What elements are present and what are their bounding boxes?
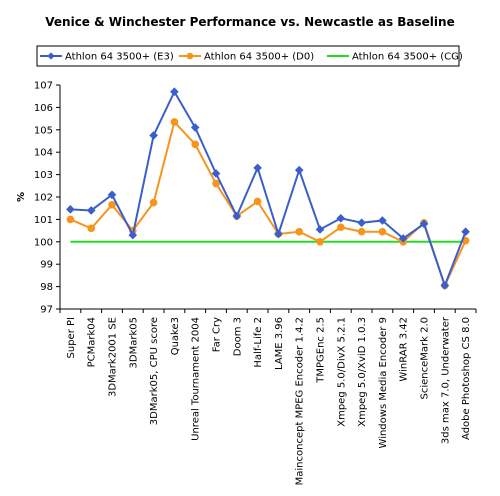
data-point-e3 — [419, 219, 429, 229]
x-tick-label: ScienceMark 2.0 — [420, 317, 431, 400]
y-tick-label: 106 — [34, 103, 53, 114]
data-point-e3 — [66, 205, 75, 214]
x-tick-label: Xmpeg 5.0/XviD 1.0.3 — [357, 317, 368, 427]
data-point-d0 — [170, 118, 179, 126]
x-tick-label: PCMark04 — [87, 317, 98, 367]
data-point-e3 — [149, 131, 158, 140]
data-point-e3 — [294, 165, 304, 175]
x-tick-label: Super PI — [66, 317, 77, 358]
x-tick-label: WinRAR 3.42 — [399, 317, 410, 382]
data-point-e3 — [440, 281, 450, 290]
data-point-e3 — [398, 234, 408, 243]
chart-title: Venice & Winchester Performance vs. Newc… — [45, 15, 454, 29]
x-tick-label: Far Cry — [212, 317, 223, 352]
y-tick-label: 103 — [34, 170, 53, 181]
data-point-d0 — [357, 227, 366, 236]
data-point-d0 — [316, 238, 324, 246]
y-tick-label: 102 — [34, 193, 53, 204]
x-tick-label: 3DMark2001 SE — [108, 317, 119, 397]
y-tick-label: 105 — [34, 125, 53, 136]
series-line — [70, 89, 467, 289]
x-tick-label: Xmpeg 5.0/DivX 5.2.1 — [336, 317, 347, 427]
data-point-e3 — [336, 213, 346, 223]
legend-marker — [47, 52, 55, 60]
x-tick-label: Unreal Tournament 2004 — [191, 317, 202, 441]
data-point-d0 — [66, 215, 75, 224]
data-point-d0 — [87, 224, 95, 233]
data-point-d0 — [378, 227, 387, 236]
data-point-e3 — [170, 87, 179, 97]
y-tick-label: 104 — [34, 148, 53, 159]
plot-area — [60, 85, 476, 309]
y-tick-label: 107 — [34, 81, 53, 92]
data-point-e3 — [378, 216, 387, 225]
legend-box — [36, 45, 460, 67]
x-tick-label: TMPGEnc 2.5 — [316, 317, 327, 384]
data-point-e3 — [190, 123, 200, 132]
y-tick-label: 101 — [34, 215, 53, 226]
data-point-e3 — [107, 190, 117, 200]
data-point-e3 — [211, 169, 221, 178]
x-tick-label: Half-Life 2 — [253, 317, 264, 368]
data-point-e3 — [357, 218, 366, 228]
x-tick-label: Windows Media Encoder 9 — [378, 317, 389, 448]
data-point-d0 — [108, 201, 116, 209]
x-tick-label: Adobe Photoshop CS 8.0 — [461, 317, 472, 440]
x-tick-label: 3DMark05, CPU score — [149, 317, 160, 425]
x-tick-label: 3ds max 7.0, Underwater — [440, 316, 451, 444]
data-point-e3 — [274, 229, 283, 239]
data-point-e3 — [86, 206, 96, 215]
data-point-e3 — [315, 225, 325, 234]
y-tick-label: 99 — [40, 260, 53, 271]
legend-label: Athlon 64 3500+ (D0) — [204, 52, 314, 63]
data-point-d0 — [212, 179, 220, 188]
data-point-d0 — [253, 197, 262, 206]
legend-marker — [186, 52, 194, 60]
y-tick-label: 100 — [34, 237, 53, 248]
series-line — [70, 119, 467, 289]
data-point-d0 — [337, 223, 345, 232]
y-tick-label: 97 — [40, 305, 53, 316]
legend-label: Athlon 64 3500+ (E3) — [65, 52, 174, 63]
legend-label: Athlon 64 3500+ (CG) — [352, 52, 463, 63]
x-tick-label: Quake3 — [170, 317, 181, 355]
y-axis-label: % — [16, 192, 27, 202]
data-point-d0 — [191, 140, 199, 149]
data-point-e3 — [253, 163, 262, 173]
legend: Athlon 64 3500+ (E3) Athlon 64 3500+ (D0)… — [36, 45, 463, 67]
x-tick-label: LAME 3.96 — [274, 317, 285, 370]
x-tick-label: 3DMark05 — [128, 317, 139, 368]
data-point-d0 — [149, 198, 158, 207]
x-tick-label: Doom 3 — [232, 317, 243, 356]
data-point-e3 — [461, 227, 470, 237]
x-tick-label: Mainconcept MPEG Encoder 1.4.2 — [295, 317, 306, 485]
data-point-e3 — [232, 211, 242, 221]
data-point-e3 — [128, 230, 138, 240]
y-tick-label: 98 — [40, 282, 53, 293]
data-point-d0 — [295, 227, 304, 236]
